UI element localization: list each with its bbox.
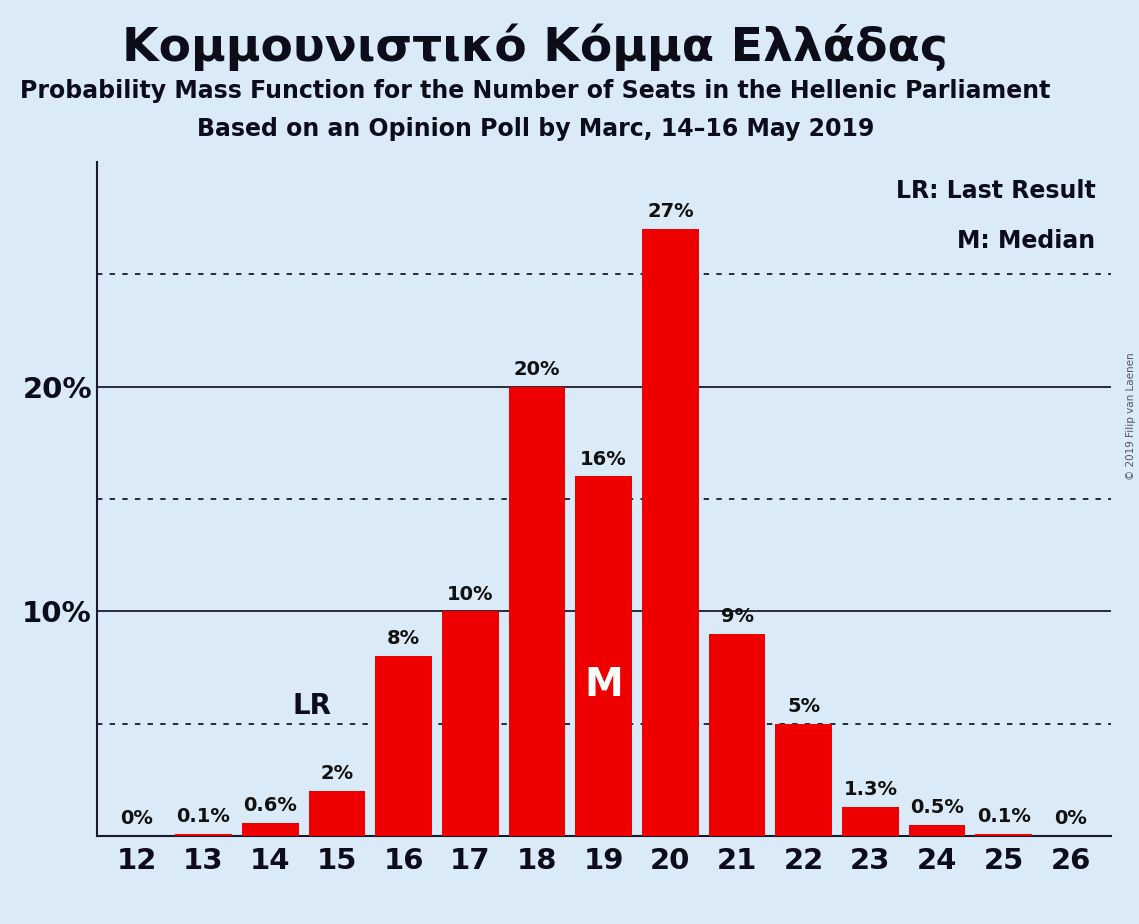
Bar — [575, 477, 632, 836]
Bar — [175, 834, 232, 836]
Text: LR: Last Result: LR: Last Result — [895, 178, 1096, 202]
Text: 27%: 27% — [647, 202, 694, 221]
Text: M: M — [584, 666, 623, 704]
Text: 8%: 8% — [387, 629, 420, 649]
Text: Based on an Opinion Poll by Marc, 14–16 May 2019: Based on an Opinion Poll by Marc, 14–16 … — [197, 117, 874, 141]
Text: 0%: 0% — [1054, 809, 1087, 828]
Bar — [776, 723, 833, 836]
Text: 0.1%: 0.1% — [177, 807, 230, 826]
Text: 5%: 5% — [787, 697, 820, 716]
Bar — [975, 834, 1032, 836]
Text: 20%: 20% — [514, 359, 560, 379]
Text: Κομμουνιστικό Κόμμα Ελλάδας: Κομμουνιστικό Κόμμα Ελλάδας — [122, 23, 949, 70]
Bar — [909, 825, 966, 836]
Text: M: Median: M: Median — [957, 229, 1096, 253]
Bar — [241, 822, 298, 836]
Bar — [375, 656, 432, 836]
Text: 0.6%: 0.6% — [244, 796, 297, 815]
Text: 0.5%: 0.5% — [910, 798, 964, 817]
Text: 16%: 16% — [580, 450, 628, 468]
Text: © 2019 Filip van Laenen: © 2019 Filip van Laenen — [1126, 352, 1136, 480]
Bar — [842, 807, 899, 836]
Text: 10%: 10% — [446, 585, 493, 603]
Bar — [708, 634, 765, 836]
Text: LR: LR — [293, 692, 331, 721]
Bar — [442, 612, 499, 836]
Text: 1.3%: 1.3% — [844, 780, 898, 799]
Text: Probability Mass Function for the Number of Seats in the Hellenic Parliament: Probability Mass Function for the Number… — [21, 79, 1050, 103]
Text: 0%: 0% — [121, 809, 154, 828]
Bar — [309, 791, 366, 836]
Text: 9%: 9% — [721, 607, 754, 626]
Text: 2%: 2% — [320, 764, 353, 784]
Text: 0.1%: 0.1% — [977, 807, 1031, 826]
Bar — [509, 386, 565, 836]
Bar — [642, 229, 698, 836]
